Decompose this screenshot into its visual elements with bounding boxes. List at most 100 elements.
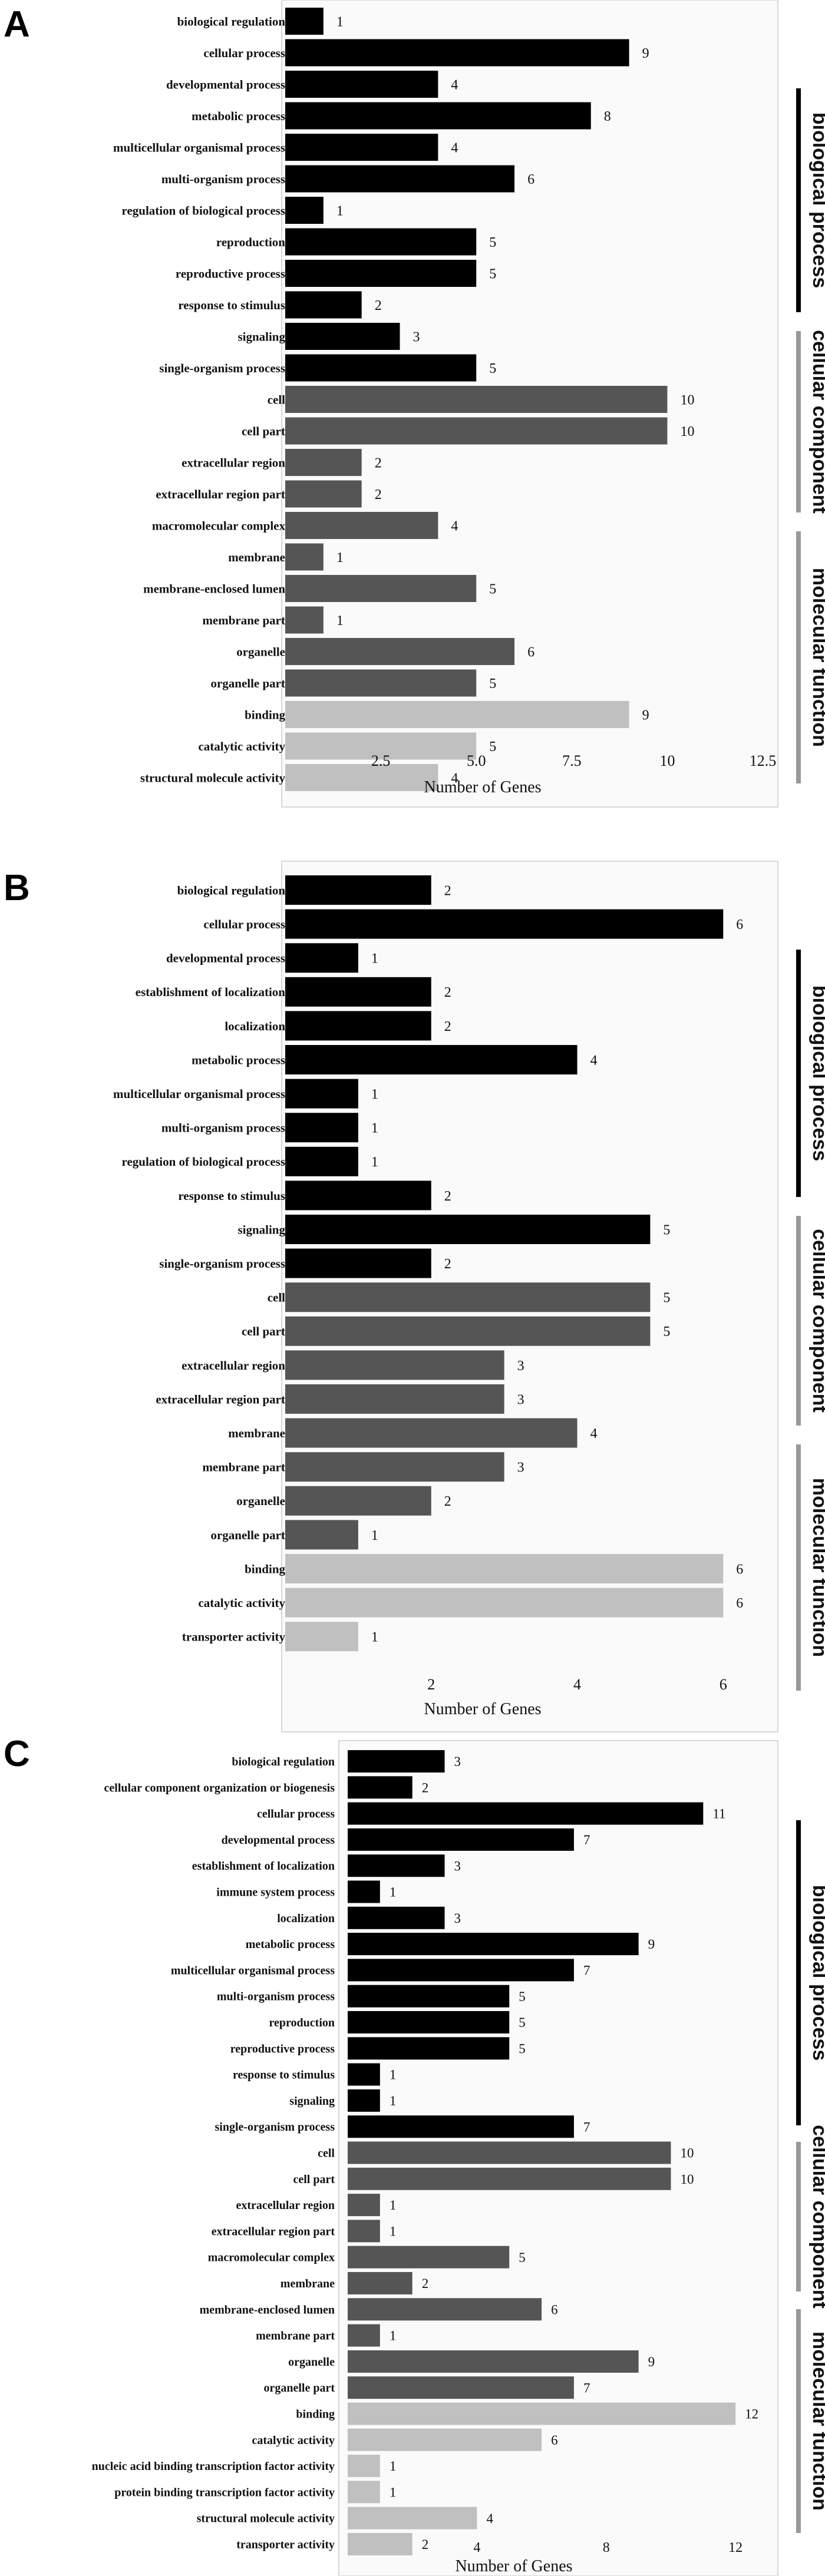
value-label: 2 [375,455,382,471]
category-label: cell part [242,1324,285,1338]
bar [348,1880,380,1903]
value-label: 4 [590,1053,598,1068]
category-label: cellular component organization or bioge… [104,1781,335,1794]
value-label: 2 [422,2537,429,2552]
panel-letter: A [4,4,30,45]
value-label: 4 [451,140,458,156]
bar [348,2506,477,2529]
value-label: 10 [680,424,694,439]
value-label: 9 [648,2355,655,2369]
category-label: membrane-enclosed lumen [143,581,285,596]
category-label: signaling [237,1222,285,1236]
value-label: 7 [583,1833,590,1847]
value-label: 2 [375,487,382,502]
value-label: 1 [336,613,344,629]
value-label: 3 [517,1460,524,1476]
bar [348,1828,574,1851]
bar [285,417,668,445]
panel-letter: C [4,1734,30,1774]
x-tick-label: 5.0 [467,752,486,769]
bar [348,1906,445,1929]
bar [348,1985,510,2008]
value-label: 1 [336,550,344,566]
category-label: multi-organism process [161,172,285,186]
category-label: membrane [280,2277,335,2290]
bar [285,1350,504,1380]
category-label: establishment of localization [192,1860,335,1873]
category-label: cellular process [203,917,285,931]
category-label: extracellular region part [212,2225,335,2238]
bar [348,1959,574,1982]
value-label: 2 [444,1256,451,1272]
category-label: response to stimulus [233,2069,335,2082]
category-label: protein binding transcription factor act… [114,2486,335,2499]
bar [285,1180,431,1211]
value-label: 3 [413,329,420,345]
bar [285,1622,358,1652]
value-label: 9 [648,1937,655,1952]
value-label: 3 [517,1358,524,1374]
category-label: extracellular region [236,2199,335,2212]
bar [285,197,324,224]
category-label: structural molecule activity [140,771,286,785]
category-label: cell [318,2147,335,2160]
category-label: catalytic activity [198,739,285,753]
value-label: 5 [489,676,496,692]
category-label: multi-organism process [217,1990,335,2003]
value-label: 3 [454,1859,461,1873]
bar [285,291,362,319]
category-label: nucleic acid binding transcription facto… [92,2460,335,2473]
category-label: membrane part [202,613,285,627]
value-label: 8 [604,109,611,124]
bar [285,1282,651,1312]
value-label: 5 [519,2250,526,2265]
category-label: cellular process [203,46,285,60]
value-label: 1 [390,2329,397,2343]
bar [285,134,438,161]
panel-letter: B [4,868,30,908]
category-label: reproductive process [176,266,285,280]
value-label: 2 [444,1019,451,1034]
bar [348,2167,671,2190]
bar [285,228,477,256]
bar [285,977,431,1007]
bar [285,323,400,350]
bar [348,1802,704,1825]
category-label: developmental process [166,77,285,91]
category-label: organelle [236,1494,285,1508]
bar [285,480,362,508]
bar [348,2246,510,2269]
bar [348,2481,380,2504]
category-label: response to stimulus [178,298,285,312]
bar [285,1452,504,1482]
value-label: 5 [489,581,496,597]
bar [285,512,438,539]
category-label: establishment of localization [136,985,286,999]
bar [285,1011,431,1041]
x-tick-label: 4 [573,1676,581,1693]
bar [285,386,668,413]
bar [285,1248,431,1278]
value-label: 6 [736,1562,743,1577]
category-label: transporter activity [236,2538,335,2551]
value-label: 2 [444,985,451,1000]
value-label: 1 [371,1155,378,1170]
category-label: cell [268,392,285,406]
x-axis-title: Number of Genes [424,778,541,796]
value-label: 2 [375,298,382,313]
category-label: signaling [289,2095,335,2108]
x-tick-label: 2 [427,1676,435,1693]
group-label: cellular component [808,330,825,514]
category-label: membrane-enclosed lumen [200,2303,335,2316]
value-label: 7 [583,1963,590,1978]
value-label: 5 [519,2041,526,2056]
x-axis-title: Number of Genes [424,1700,541,1718]
x-tick-label: 6 [720,1676,727,1693]
category-label: biological regulation [232,1755,335,1768]
value-label: 7 [583,2380,590,2395]
value-label: 5 [489,235,496,250]
category-label: extracellular region [182,455,285,469]
category-label: organelle part [210,676,285,690]
